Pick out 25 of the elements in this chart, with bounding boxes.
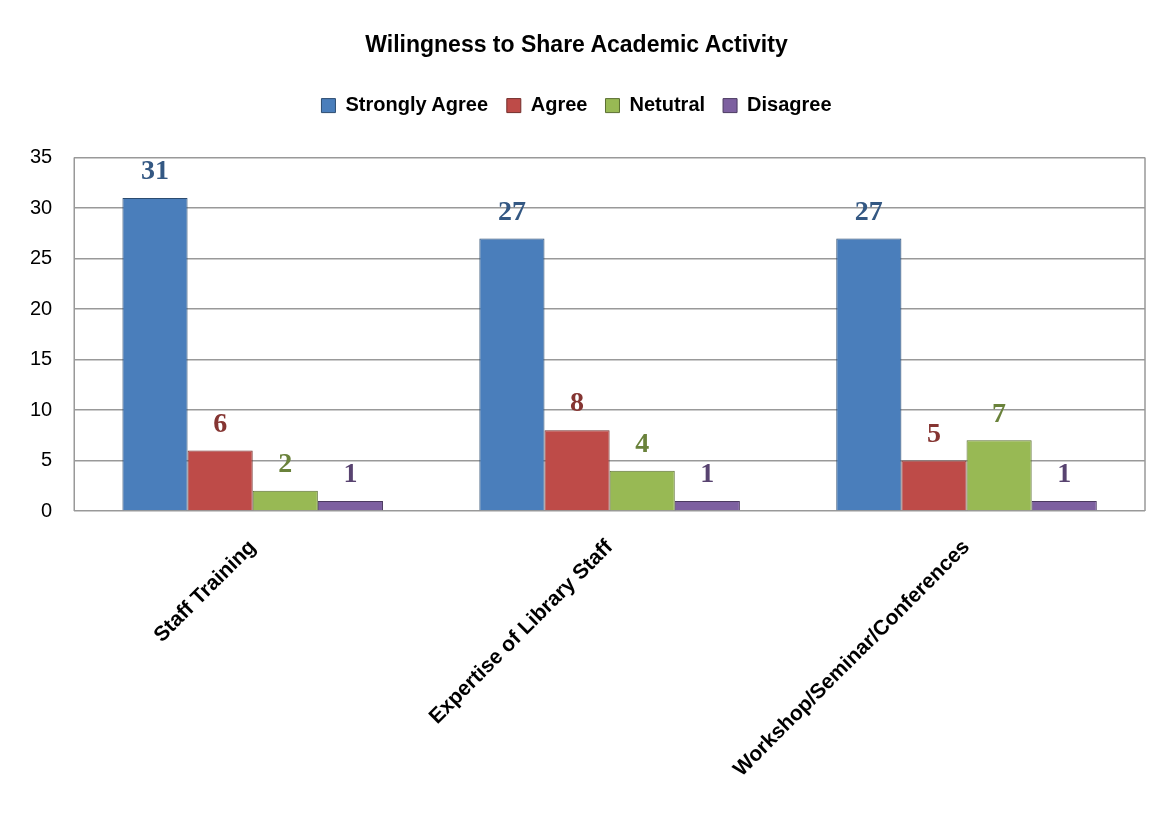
data-label: 7 [992,396,1007,428]
data-label: 1 [343,457,358,489]
chart-title: Wilingness to Share Academic Activity [365,31,788,58]
data-label: 8 [570,386,585,418]
data-label: 1 [700,457,715,489]
y-tick-label: 15 [30,347,53,370]
y-tick-label: 30 [30,195,53,218]
data-label: 5 [926,416,941,448]
legend-label: Strongly Agree [345,93,489,116]
data-label: 27 [497,194,526,226]
data-label: 31 [141,154,169,186]
legend-label: Netutral [629,93,706,116]
y-tick-label: 10 [30,397,53,420]
y-tick-label: 5 [41,448,53,471]
data-label: 27 [854,194,883,226]
y-tick-label: 25 [30,246,53,269]
data-label: 2 [278,447,293,479]
data-label: 1 [1057,457,1072,489]
y-tick-label: 0 [41,498,53,521]
y-tick-label: 35 [30,145,53,168]
y-tick-label: 20 [30,296,53,319]
legend-label: Agree [530,93,588,116]
data-label: 6 [213,406,228,438]
data-label: 4 [635,426,650,458]
legend-label: Disagree [747,93,832,116]
